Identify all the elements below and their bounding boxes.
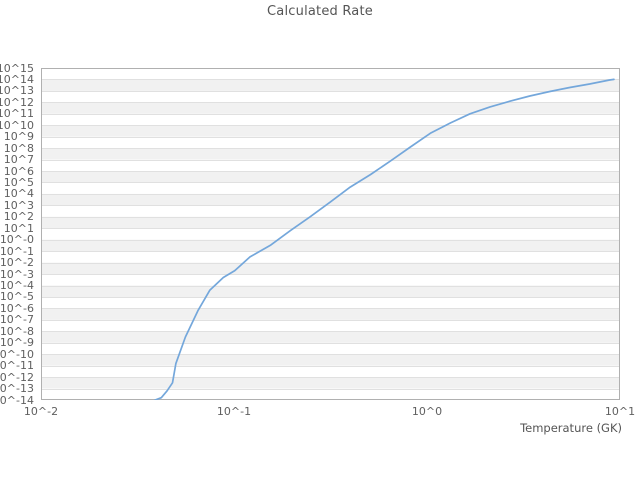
decade-band — [41, 171, 620, 183]
y-tick-label: 10^11 — [0, 107, 34, 121]
decade-band — [41, 125, 620, 137]
decade-band — [41, 285, 620, 297]
y-tick-label: 10^10 — [0, 118, 34, 132]
decade-band — [41, 239, 620, 252]
decade-band — [41, 354, 620, 366]
y-tick-label: 10^-3 — [0, 267, 34, 281]
calculated-rate-line-series — [154, 78, 615, 400]
y-tick-label: 10^9 — [3, 130, 34, 144]
chart-title: Calculated Rate — [267, 4, 373, 19]
y-tick-label: 10^-10 — [0, 347, 34, 361]
y-tick-label: 10^-7 — [0, 313, 34, 327]
y-tick-label: 10^-14 — [0, 393, 34, 407]
decade-band — [41, 331, 620, 343]
y-tick-label: 10^15 — [0, 61, 34, 75]
y-tick-label: 10^5 — [3, 175, 34, 189]
y-tick-label: 10^-13 — [0, 382, 34, 396]
y-tick-label: 10^-1 — [0, 244, 34, 258]
y-tick-label: 10^-4 — [0, 279, 34, 293]
y-tick-label: 10^14 — [0, 72, 34, 86]
plot-frame — [41, 68, 620, 400]
y-tick-label: 10^-6 — [0, 301, 34, 315]
y-tick-label: 10^-12 — [0, 370, 34, 384]
y-tick-label: 10^7 — [3, 153, 34, 167]
x-tick-label: 10^-2 — [23, 405, 59, 418]
x-tick-label: 10^0 — [411, 405, 443, 418]
y-tick-label: 10^2 — [3, 210, 34, 224]
y-tick-label: 10^1 — [3, 221, 34, 235]
y-tick-label: 10^-0 — [0, 233, 34, 247]
y-tick-label: 10^12 — [0, 95, 34, 109]
decade-band — [41, 193, 620, 206]
x-axis-label: Temperature (GK) — [520, 421, 622, 435]
y-tick-label: 10^-11 — [0, 359, 34, 373]
y-tick-label: 10^-2 — [0, 256, 34, 270]
y-tick-label: 10^8 — [3, 141, 34, 155]
x-tick-label: 10^-1 — [216, 405, 252, 418]
y-tick-label: 10^-5 — [0, 290, 34, 304]
x-tick-label: 10^1 — [604, 405, 636, 418]
y-tick-label: 10^4 — [3, 187, 34, 201]
y-tick-label: 10^13 — [0, 84, 34, 98]
y-tick-label: 10^3 — [3, 198, 34, 212]
plot-area — [41, 68, 620, 400]
decade-band — [41, 308, 620, 320]
decade-band — [41, 262, 620, 275]
decade-band — [41, 148, 620, 160]
y-tick-label: 10^6 — [3, 164, 34, 178]
decade-band — [41, 216, 620, 229]
decade-band — [41, 102, 620, 114]
decade-band — [41, 79, 620, 91]
y-tick-label: 10^-9 — [0, 336, 34, 350]
y-tick-label: 10^-8 — [0, 324, 34, 338]
decade-band — [41, 377, 620, 389]
